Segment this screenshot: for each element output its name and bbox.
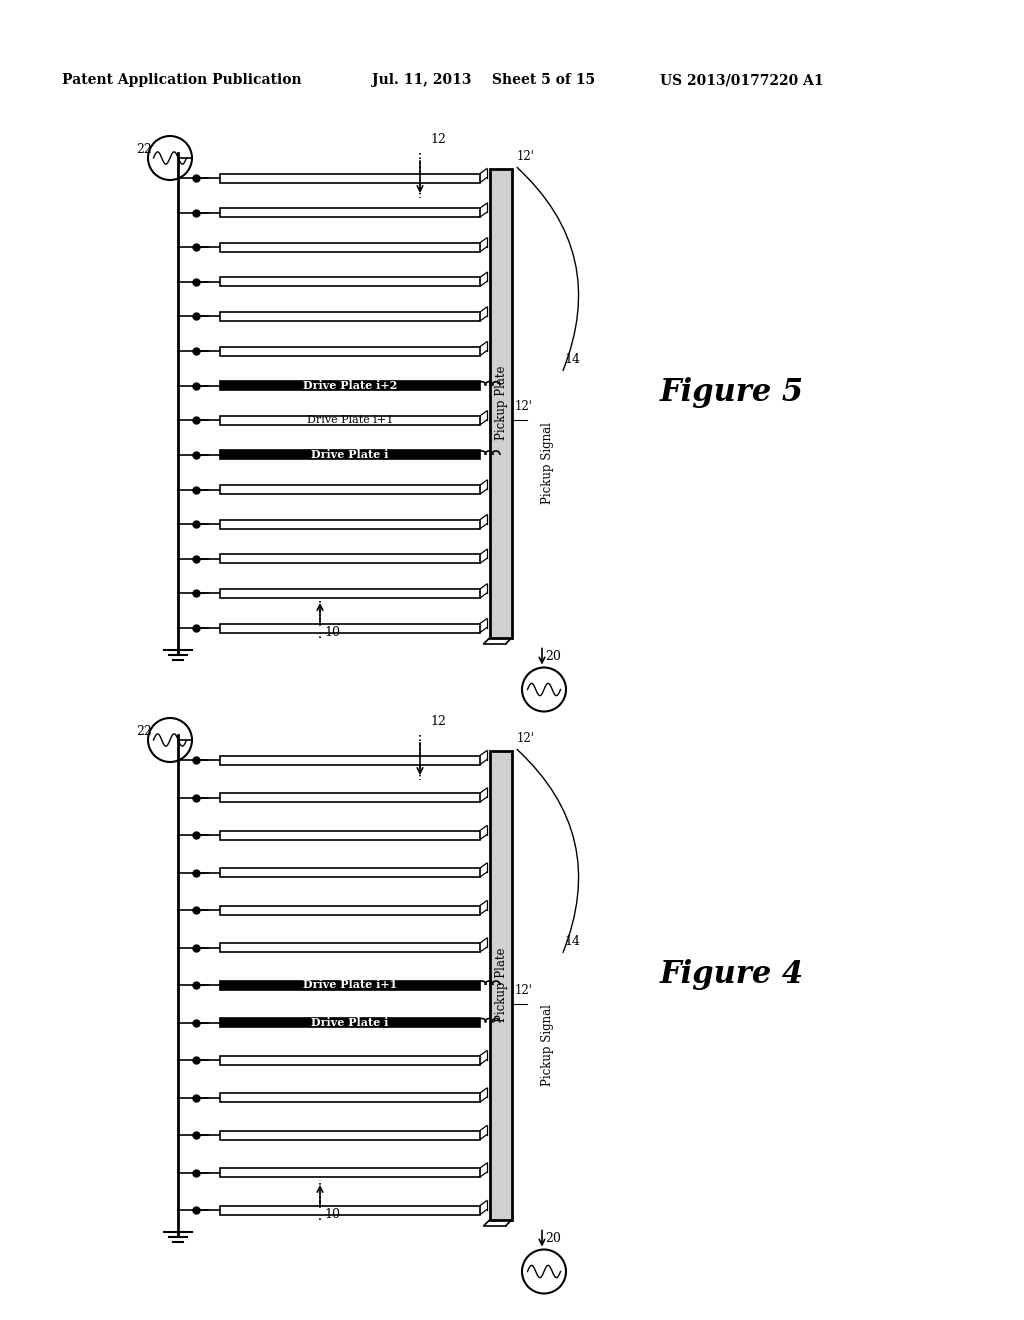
Text: 10: 10 <box>324 1208 340 1221</box>
Bar <box>490 169 512 638</box>
Text: Pickup Plate: Pickup Plate <box>495 948 508 1022</box>
Text: 10: 10 <box>324 626 340 639</box>
Bar <box>220 1130 480 1139</box>
Bar <box>220 1168 480 1177</box>
Text: 14: 14 <box>564 935 580 948</box>
Bar <box>220 1018 480 1027</box>
Text: Patent Application Publication: Patent Application Publication <box>62 73 302 87</box>
Bar <box>220 173 480 182</box>
Text: 12': 12' <box>517 733 535 746</box>
Bar <box>220 755 480 764</box>
Text: 22: 22 <box>136 143 152 156</box>
Bar <box>220 484 480 494</box>
Bar <box>220 942 480 952</box>
Bar <box>220 1056 480 1064</box>
Bar <box>490 751 512 1220</box>
Text: Drive Plate i+1: Drive Plate i+1 <box>303 979 397 990</box>
Bar <box>220 589 480 598</box>
Text: Drive Plate i: Drive Plate i <box>311 449 389 461</box>
Bar <box>220 347 480 355</box>
Text: Pickup Plate: Pickup Plate <box>495 366 508 441</box>
Bar <box>220 277 480 286</box>
Text: 12': 12' <box>515 400 532 413</box>
Text: Jul. 11, 2013: Jul. 11, 2013 <box>372 73 471 87</box>
Text: US 2013/0177220 A1: US 2013/0177220 A1 <box>660 73 823 87</box>
Bar <box>220 1093 480 1102</box>
Bar <box>220 906 480 915</box>
Text: 14: 14 <box>564 352 580 366</box>
Text: Figure 5: Figure 5 <box>660 378 804 408</box>
Text: 12': 12' <box>517 150 535 164</box>
Text: Pickup Signal: Pickup Signal <box>541 1005 554 1086</box>
Bar <box>220 209 480 216</box>
Bar <box>220 793 480 803</box>
Text: 22: 22 <box>136 725 152 738</box>
Bar <box>220 416 480 425</box>
Bar <box>220 981 480 990</box>
Bar <box>220 869 480 876</box>
Text: 12: 12 <box>430 133 445 147</box>
Bar <box>220 1205 480 1214</box>
Bar <box>220 381 480 391</box>
Text: Drive Plate i+2: Drive Plate i+2 <box>303 380 397 391</box>
Bar <box>220 554 480 564</box>
Text: Sheet 5 of 15: Sheet 5 of 15 <box>492 73 595 87</box>
Text: 20: 20 <box>545 649 561 663</box>
Text: 20: 20 <box>545 1232 561 1245</box>
Bar <box>220 243 480 252</box>
Bar <box>220 830 480 840</box>
Text: Drive Plate i: Drive Plate i <box>311 1016 389 1028</box>
Text: 12: 12 <box>430 715 445 729</box>
Text: Figure 4: Figure 4 <box>660 960 804 990</box>
Bar <box>220 520 480 528</box>
Bar <box>220 312 480 321</box>
Bar <box>220 623 480 632</box>
Text: 12': 12' <box>515 983 532 997</box>
Text: Pickup Signal: Pickup Signal <box>541 422 554 504</box>
Text: Drive Plate i+1: Drive Plate i+1 <box>307 416 393 425</box>
Bar <box>220 450 480 459</box>
